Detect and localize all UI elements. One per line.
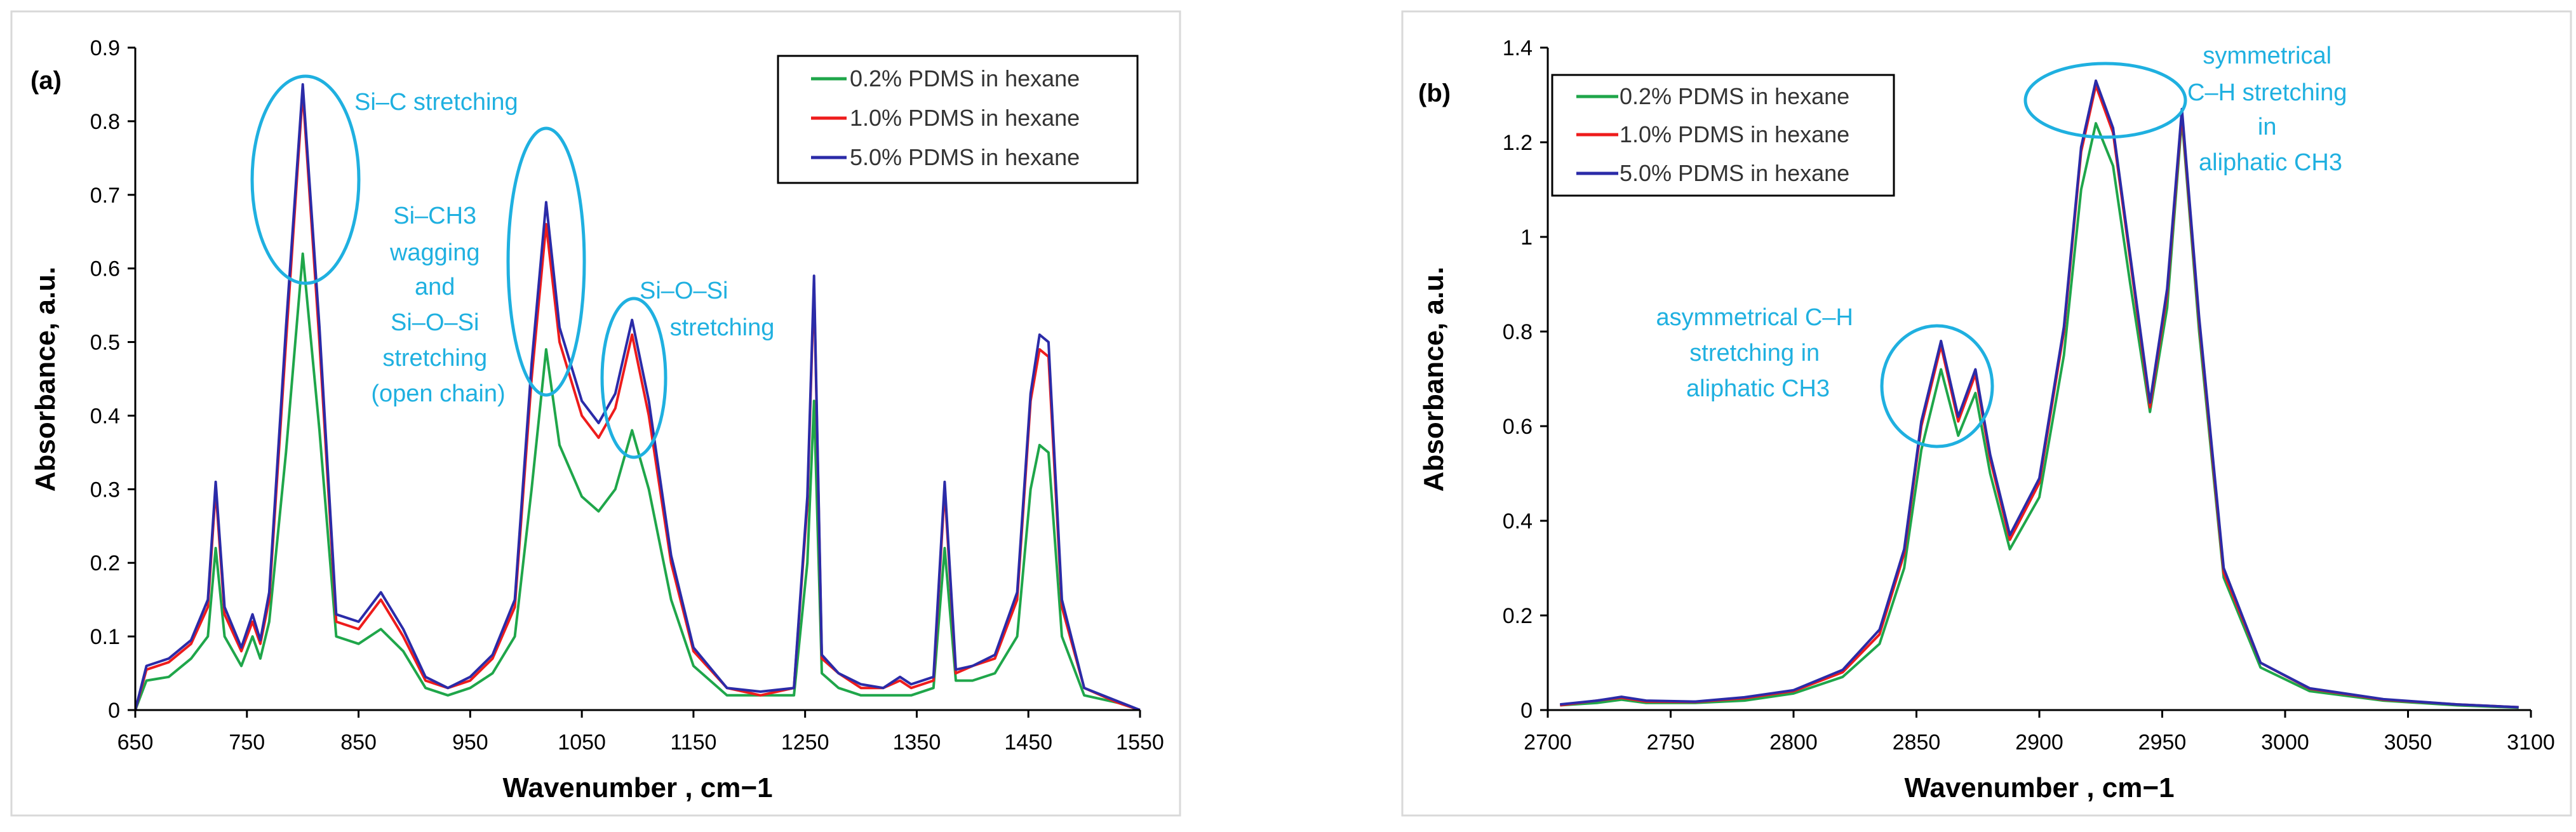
panel-b-ytick-label-4: 0.8 [1503,320,1533,344]
panel-a-xtick-label-7: 1350 [893,730,941,755]
panel-a-ticks: 650 750 850 950 1050 1150 1250 1350 1450 1550 0 0.1… [90,36,1164,755]
panel-a-annotation-ellipse-sios [600,297,667,459]
panel-a-ytick-label-1: 0.1 [90,625,120,649]
panel-b-annotation-asym: asymmetrical C–H stretching in aliphatic… [1656,304,1860,402]
panel-a-xtick-label-9: 1550 [1116,730,1164,755]
panel-b-annotation-ellipse-asym [1880,324,1994,448]
panel-b-xtick-label-6: 3000 [2261,730,2309,755]
panel-b-ticks: 2700 2750 2800 2850 2900 2950 3000 3050 3100 0 0.2… [1503,36,2555,755]
panel-a-annotation-sios: Si–O–Si stretching [640,278,774,341]
panel-b-ytick-label-2: 0.4 [1503,509,1533,533]
panel-b-xtick-label-8: 3100 [2507,730,2555,755]
panel-a-ytick-label-2: 0.2 [90,551,120,575]
panel-b-ylabel: Absorbance, a.u. [1418,267,1449,492]
panel-a-ytick-label-6: 0.6 [90,257,120,281]
panel-a-xtick-label-6: 1250 [781,730,829,755]
panel-b-xtick-label-5: 2950 [2138,730,2187,755]
panel-a-xtick-label-4: 1050 [558,730,606,755]
panel-b-ytick-label-7: 1.4 [1503,36,1533,60]
panel-b-label: (b) [1418,79,1451,107]
panel-b-xtick-label-4: 2900 [2015,730,2063,755]
panel-a-legend-label-02: 0.2% PDMS in hexane [850,65,1080,91]
panel-a-ytick-label-7: 0.7 [90,184,120,208]
panel-b-ytick-label-1: 0.2 [1503,604,1533,628]
panel-a-series-0 [134,252,1141,711]
panel-a-series-2 [134,83,1141,711]
panel-b-xtick-label-3: 2850 [1893,730,1941,755]
panel-a-xtick-label-2: 850 [340,730,377,755]
panel-a-label: (a) [30,67,62,95]
panel-b-legend-label-10: 1.0% PDMS in hexane [1620,121,1849,147]
panel-b-xtick-label-1: 2750 [1647,730,1695,755]
panel-a-legend: 0.2% PDMS in hexane 1.0% PDMS in hexane … [777,55,1139,184]
panel-a-xlabel: Wavenumber , cm−1 [502,772,772,803]
panel-a-ytick-label-8: 0.8 [90,110,120,134]
panel-b-series [1560,79,2519,709]
panel-b-legend-label-50: 5.0% PDMS in hexane [1620,160,1849,186]
panel-a-ytick-label-9: 0.9 [90,36,120,60]
panel-b-annotation-ellipse-sym [2023,62,2187,139]
panel-b-legend-label-02: 0.2% PDMS in hexane [1620,83,1849,109]
panel-b-legend: 0.2% PDMS in hexane 1.0% PDMS in hexane … [1551,74,1895,197]
panel-a-xtick-label-0: 650 [117,730,154,755]
panel-a-legend-box [777,55,1139,184]
panel-b-xtick-label-2: 2800 [1769,730,1818,755]
panel-b-ytick-label-5: 1 [1520,225,1533,250]
panel-b-xlabel: Wavenumber , cm−1 [1904,772,2174,803]
panel-b-ytick-label-6: 1.2 [1503,131,1533,155]
panel-a-legend-label-10: 1.0% PDMS in hexane [850,105,1080,131]
panel-a-annotation-ellipse-wagging [506,126,586,397]
panel-a-xtick-label-3: 950 [452,730,488,755]
panel-a-ytick-label-0: 0 [108,699,120,723]
panel-a-annotation-wagging: Si–CH3 wagging and Si–O–Si stretching (o… [371,203,505,407]
panel-b-annotation-sym: symmetrical C–H stretching in aliphatic … [2187,43,2354,176]
panel-a-xtick-label-5: 1150 [670,730,716,755]
panel-b-xtick-label-7: 3050 [2384,730,2432,755]
panel-a: 650 750 850 950 1050 1150 1250 1350 1450 1550 0 0.1… [10,10,1181,817]
panel-b-xtick-label-0: 2700 [1524,730,1572,755]
panel-a-series [134,83,1141,711]
panel-a-ytick-label-3: 0.3 [90,478,120,502]
panel-a-xtick-label-8: 1450 [1004,730,1052,755]
panel-a-annotation-sic: Si–C stretching [354,89,518,116]
panel-a-ytick-label-5: 0.5 [90,331,120,355]
panel-b-ytick-label-0: 0 [1520,699,1533,723]
panel-b-ytick-label-3: 0.6 [1503,415,1533,439]
panel-b-series-2 [1560,79,2519,709]
panel-a-ytick-label-4: 0.4 [90,404,120,428]
panel-a-annotation-ellipse-sic [250,74,361,285]
panel-a-ylabel: Absorbance, a.u. [30,267,61,492]
panel-b: 2700 2750 2800 2850 2900 2950 3000 3050 3100 0 0.2… [1401,10,2572,817]
panel-a-xtick-label-1: 750 [229,730,265,755]
panel-a-legend-label-50: 5.0% PDMS in hexane [850,144,1080,170]
